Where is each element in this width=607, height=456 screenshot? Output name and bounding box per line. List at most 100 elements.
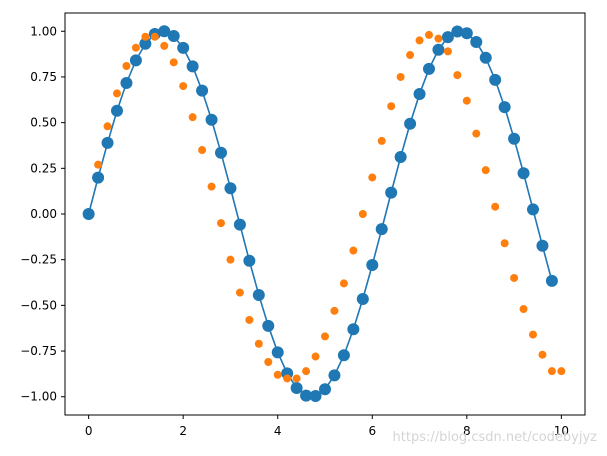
- scatter-point: [141, 32, 150, 41]
- data-point: [394, 150, 407, 163]
- scatter-point: [264, 358, 273, 367]
- scatter-point: [254, 339, 263, 348]
- scatter-point: [94, 160, 103, 169]
- y-tick-label: 0.00: [30, 207, 57, 221]
- x-tick-label: 10: [554, 424, 569, 438]
- data-point: [337, 349, 350, 362]
- data-point: [252, 288, 265, 301]
- scatter-point: [387, 102, 396, 111]
- scatter-point: [500, 239, 509, 248]
- data-point: [536, 239, 549, 252]
- scatter-point: [160, 41, 169, 50]
- data-point: [139, 37, 152, 50]
- series-1: [94, 30, 566, 383]
- scatter-point: [330, 306, 339, 315]
- data-point: [347, 323, 360, 336]
- scatter-point: [557, 367, 566, 376]
- scatter-point: [169, 58, 178, 67]
- data-point: [224, 182, 237, 195]
- data-point: [460, 27, 473, 40]
- scatter-point: [339, 279, 348, 288]
- scatter-point: [321, 332, 329, 341]
- scatter-point: [311, 352, 320, 361]
- scatter-point: [547, 367, 556, 376]
- y-tick-label: 0.25: [30, 161, 57, 175]
- data-point: [111, 104, 123, 117]
- scatter-point: [538, 350, 547, 359]
- scatter-point: [368, 173, 377, 182]
- data-point: [441, 31, 454, 44]
- scatter-point: [113, 89, 121, 98]
- data-point: [177, 41, 190, 54]
- scatter-point: [349, 246, 358, 255]
- data-point: [404, 117, 417, 130]
- scatter-point: [198, 146, 207, 155]
- data-point: [375, 223, 388, 236]
- data-point: [470, 36, 483, 49]
- x-tick-label: 6: [368, 424, 376, 438]
- data-point: [120, 76, 133, 89]
- data-point: [432, 43, 445, 56]
- data-point: [82, 208, 95, 220]
- scatter-point: [131, 43, 140, 52]
- axes-layer: 0 2 4 6 8 10 1.00 0.75 0.50 0.25 0.00 −0.25 −0.50 −0.…: [20, 12, 586, 438]
- scatter-point: [491, 202, 500, 211]
- data-point: [271, 346, 284, 359]
- data-point: [356, 292, 369, 305]
- data-point: [527, 203, 539, 216]
- data-point: [366, 258, 379, 271]
- data-point: [101, 136, 114, 149]
- scatter-point: [510, 273, 519, 282]
- scatter-point: [377, 136, 386, 145]
- data-point: [545, 274, 558, 287]
- y-tick-label: 1.00: [30, 24, 57, 38]
- scatter-point: [283, 374, 292, 383]
- data-point: [186, 60, 199, 73]
- data-point: [300, 389, 313, 402]
- scatter-point: [207, 182, 216, 191]
- data-point: [205, 113, 218, 126]
- scatter-point: [103, 122, 112, 131]
- data-point: [413, 87, 426, 100]
- data-point: [489, 73, 502, 86]
- data-point: [262, 319, 275, 332]
- y-tick-label: −0.25: [20, 253, 57, 267]
- series-layer: [65, 13, 585, 415]
- data-point: [508, 132, 521, 145]
- scatter-point: [292, 374, 301, 383]
- scatter-point: [245, 315, 254, 324]
- data-point: [479, 51, 492, 64]
- scatter-point: [453, 71, 462, 80]
- data-point: [517, 167, 530, 180]
- data-point: [319, 383, 331, 396]
- y-tick-label: −0.75: [20, 344, 57, 358]
- scatter-point: [443, 47, 452, 56]
- scatter-point: [529, 330, 537, 339]
- scatter-point: [188, 113, 197, 122]
- scatter-point: [235, 288, 244, 297]
- data-point: [498, 101, 511, 114]
- scatter-point: [434, 34, 443, 43]
- y-tick-label: 0.75: [30, 70, 57, 84]
- scatter-point: [150, 32, 159, 41]
- data-point: [129, 54, 142, 67]
- data-point: [451, 25, 464, 38]
- plot-area: [65, 13, 585, 415]
- y-tick-label: 0.50: [30, 116, 57, 130]
- y-tick-label: −1.00: [20, 390, 57, 404]
- x-tick-label: 4: [274, 424, 282, 438]
- data-point: [215, 146, 227, 159]
- scatter-point: [406, 51, 415, 60]
- scatter-point: [217, 219, 225, 228]
- data-point: [167, 30, 180, 43]
- data-point: [196, 84, 209, 97]
- scatter-point: [425, 30, 433, 39]
- data-point: [290, 381, 303, 394]
- scatter-point: [226, 255, 235, 264]
- scatter-point: [415, 36, 424, 45]
- scatter-point: [396, 72, 405, 81]
- data-point: [243, 254, 256, 267]
- data-point: [328, 369, 341, 382]
- data-point: [385, 186, 398, 199]
- y-tick-label: −0.50: [20, 298, 57, 312]
